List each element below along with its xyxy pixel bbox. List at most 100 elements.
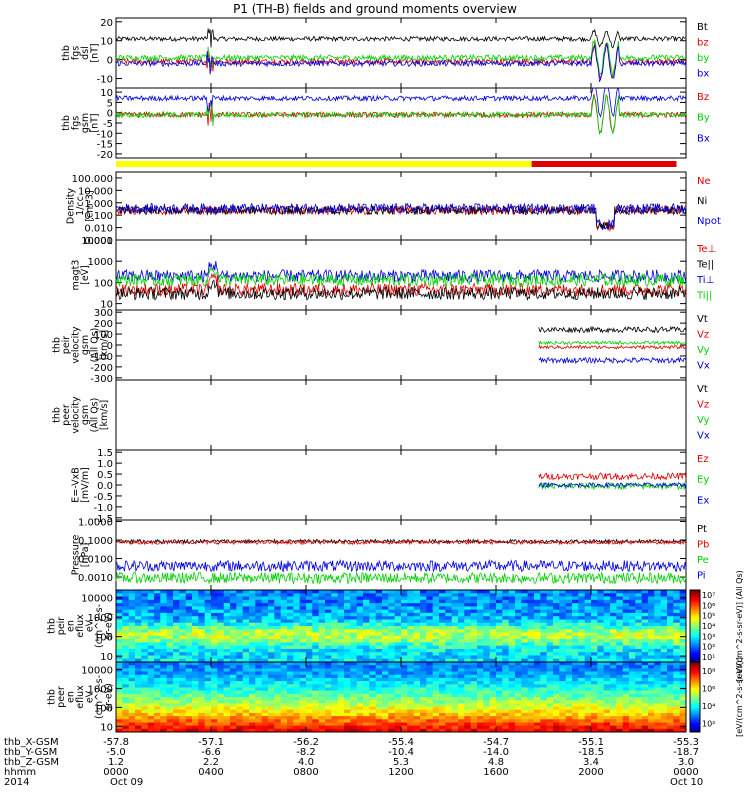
spectrogram-peer-spec-ytick-label: 10000 [81, 666, 113, 677]
spectrogram-peer-spec-cell [122, 706, 130, 711]
spectrogram-peir-spec-cell [268, 639, 275, 643]
spectrogram-peer-spec-cell [147, 677, 155, 682]
spectrogram-peer-spec-cell [198, 716, 206, 720]
spectrogram-peir-spec-cell [597, 606, 605, 611]
spectrogram-peer-spec-cell [363, 697, 370, 701]
spectrogram-peir-spec-cell [477, 642, 484, 647]
spectrogram-peer-spec-cell [293, 712, 301, 717]
spectrogram-peer-spec-cell [629, 719, 636, 723]
spectrogram-peer-spec-cell [521, 690, 529, 695]
panel-pressure-legend-Pb: Pb [697, 540, 709, 551]
spectrogram-peir-spec-cell [489, 655, 497, 660]
spectrogram-peer-spec-cell [413, 677, 421, 682]
spectrogram-peer-spec-cell [318, 665, 326, 669]
spectrogram-peir-spec-cell [578, 603, 586, 607]
spectrogram-peir-spec-cell [584, 603, 592, 607]
spectrogram-peir-spec-cell [584, 626, 592, 630]
spectrogram-peer-spec-cell [344, 693, 351, 698]
spectrogram-peir-spec-cell [521, 629, 529, 634]
spectrogram-peir-spec-cell [508, 609, 516, 614]
spectrogram-peer-spec-cell [413, 706, 421, 711]
spectrogram-peir-spec-cell [660, 658, 668, 663]
spectrogram-peer-spec-cell [369, 697, 377, 701]
spectrogram-peer-spec-cell [274, 697, 282, 701]
spectrogram-peer-spec-cell [135, 728, 142, 733]
spectrogram-peer-spec-cell [356, 697, 364, 701]
spectrogram-peer-spec-cell [603, 703, 611, 708]
panel-peir-velocity-ylabel-line: [km/s] [99, 330, 110, 360]
spectrogram-peir-spec-cell [344, 642, 351, 647]
spectrogram-peir-spec-cell [147, 658, 155, 663]
spectrogram-peer-spec-cell [540, 722, 548, 727]
spectrogram-peir-spec-cell [483, 593, 491, 598]
spectrogram-peir-spec-cell [382, 603, 389, 607]
spectrogram-peir-spec-cell [654, 658, 662, 663]
spectrogram-peer-spec-cell [261, 709, 269, 714]
spectrogram-peir-spec-cell [540, 658, 548, 663]
spectrogram-peer-spec-cell [673, 665, 681, 669]
spectrogram-peer-spec-cell [451, 706, 459, 711]
spectrogram-peir-spec-cell [445, 599, 453, 604]
spectrogram-peer-spec-cell [407, 668, 415, 673]
spectrogram-peir-spec-cell [116, 652, 123, 656]
spectrogram-peir-spec-cell [198, 619, 206, 624]
spectrogram-peir-spec-cell [540, 603, 548, 607]
spectrogram-peir-spec-cell [331, 619, 339, 624]
spectrogram-peir-spec-cell [268, 609, 275, 614]
spectrogram-peir-spec-cell [261, 639, 269, 643]
spectrogram-peir-spec-cell [236, 639, 244, 643]
spectrogram-peir-spec-cell [546, 648, 554, 653]
spectrogram-peir-spec-cell [293, 622, 301, 627]
spectrogram-peer-spec-cell [679, 697, 687, 701]
spectrogram-peer-spec-ylabel-line: sr-eV) [104, 683, 115, 711]
spectrogram-peir-spec-cell [217, 626, 225, 630]
spectrogram-peer-spec-cell [356, 665, 364, 669]
spectrogram-peir-spec-cell [477, 590, 484, 594]
spectrogram-peir-spec-cell [318, 616, 326, 620]
spectrogram-peer-spec-cell [508, 674, 516, 679]
spectrogram-peer-spec-cell [382, 712, 389, 717]
panel-fgs-gsm-ytick-label: 5 [107, 98, 113, 109]
spectrogram-peir-spec-cell [154, 603, 161, 607]
spectrogram-peir-spec-cell [540, 626, 548, 630]
spectrogram-peer-spec-cell [217, 684, 225, 688]
spectrogram-peer-spec-cell [578, 703, 586, 708]
spectrogram-peer-spec-cell [439, 674, 446, 679]
panel-pressure-ylabel: Pressure[nPa] [70, 535, 91, 576]
spectrogram-peir-spec-cell [591, 612, 598, 617]
spectrogram-peir-spec-cell [660, 593, 668, 598]
spectrogram-peir-spec-cell [369, 590, 377, 594]
spectrogram-peir-spec-cell [426, 635, 434, 640]
spectrogram-peer-spec-cell [293, 728, 301, 733]
spectrogram-peer-spec-cell [641, 709, 649, 714]
spectrogram-peer-spec-cell [122, 728, 130, 733]
spectrogram-peir-spec-cell [667, 652, 674, 656]
spectrogram-peir-spec-cell [217, 632, 225, 637]
spectrogram-peer-spec-cell [622, 665, 630, 669]
spectrogram-peir-spec-cell [337, 635, 345, 640]
spectrogram-peer-spec-cell [439, 716, 446, 720]
spectrogram-peer-spec-cell [679, 703, 687, 708]
spectrogram-peir-spec-cell [287, 596, 294, 601]
spectrogram-peir-spec-cell [369, 609, 377, 614]
spectrogram-peir-spec-cell [204, 590, 212, 594]
spectrogram-peer-spec-cell [616, 693, 624, 698]
spectrogram-peer-spec-cell [464, 671, 472, 676]
spectrogram-peir-spec-cell [350, 658, 358, 663]
spectrogram-peir-spec-cell [432, 596, 440, 601]
spectrogram-peer-spec-cell [508, 690, 516, 695]
spectrogram-peer-spec-cell [363, 665, 370, 669]
spectrogram-peer-spec-cell [464, 697, 472, 701]
spectrogram-peer-spec-cell [204, 716, 212, 720]
spectrogram-peir-spec-cell [534, 645, 541, 650]
spectrogram-peer-spec-cell [451, 709, 459, 714]
spectrogram-peir-spec-cell [299, 599, 307, 604]
spectrogram-peer-spec-cell [141, 674, 149, 679]
spectrogram-peer-spec-cell [166, 668, 174, 673]
spectrogram-peer-spec-cell [464, 725, 472, 730]
spectrogram-peir-spec-cell [211, 609, 218, 614]
spectrogram-peir-spec-cell [318, 609, 326, 614]
spectrogram-peir-spec-cell [483, 606, 491, 611]
spectrogram-peir-spec-cell [179, 609, 187, 614]
spectrogram-peer-spec-cell [325, 665, 332, 669]
